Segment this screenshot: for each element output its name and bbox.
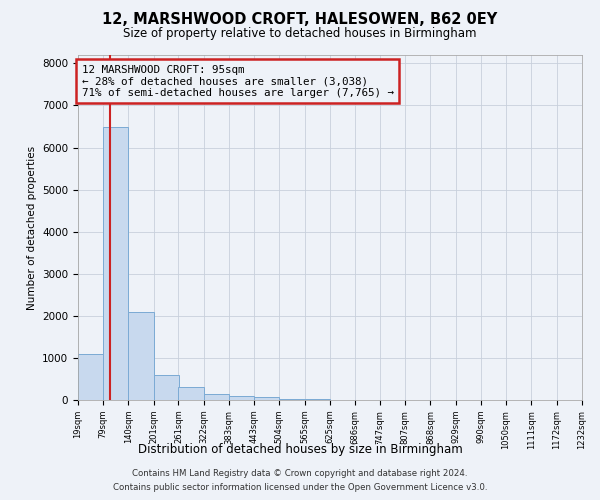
Bar <box>128 312 154 400</box>
Bar <box>280 398 305 400</box>
Text: Distribution of detached houses by size in Birmingham: Distribution of detached houses by size … <box>137 442 463 456</box>
Text: 12, MARSHWOOD CROFT, HALESOWEN, B62 0EY: 12, MARSHWOOD CROFT, HALESOWEN, B62 0EY <box>103 12 497 28</box>
Text: Contains HM Land Registry data © Crown copyright and database right 2024.: Contains HM Land Registry data © Crown c… <box>132 468 468 477</box>
Bar <box>154 375 179 400</box>
Text: 12 MARSHWOOD CROFT: 95sqm
← 28% of detached houses are smaller (3,038)
71% of se: 12 MARSHWOOD CROFT: 95sqm ← 28% of detac… <box>82 64 394 98</box>
Y-axis label: Number of detached properties: Number of detached properties <box>26 146 37 310</box>
Bar <box>204 394 229 400</box>
Text: Size of property relative to detached houses in Birmingham: Size of property relative to detached ho… <box>123 28 477 40</box>
Bar <box>305 399 330 400</box>
Bar <box>254 398 280 400</box>
Bar <box>78 354 103 400</box>
Text: Contains public sector information licensed under the Open Government Licence v3: Contains public sector information licen… <box>113 484 487 492</box>
Bar <box>178 388 204 400</box>
Bar <box>103 126 128 400</box>
Bar <box>229 396 254 400</box>
